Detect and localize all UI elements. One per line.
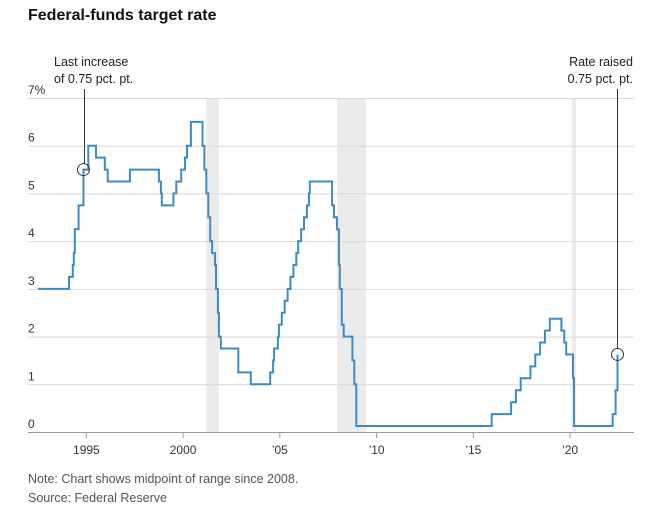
recession-band-0	[206, 98, 219, 432]
recession-band-2	[572, 98, 576, 432]
annotation-text: Rate raised	[569, 55, 633, 69]
y-tick-label: 5	[28, 178, 35, 192]
annotation-text: 0.75 pct. pt.	[568, 72, 633, 86]
chart-note: Note: Chart shows midpoint of range sinc…	[28, 472, 299, 486]
x-tick-label: 1995	[73, 443, 100, 457]
annotations: Last increase of 0.75 pct. pt. Rate raised…	[54, 55, 633, 361]
recession-band-1	[336, 98, 366, 432]
x-tick-label: ’20	[562, 443, 578, 457]
x-tick-label: ’15	[465, 443, 481, 457]
recession-bands	[206, 98, 576, 432]
y-tick-label: 0	[28, 417, 35, 431]
chart-area: 7% 6 5 4 3 2 1 0 1995 2000 ’05 ’10 ’15 ’20 Last incr…	[28, 55, 634, 457]
y-tick-label: 3	[28, 274, 35, 288]
annotation-text: of 0.75 pct. pt.	[54, 72, 133, 86]
annotation-marker	[76, 163, 90, 177]
series-lines	[38, 120, 619, 427]
y-tick-label: 1	[28, 369, 35, 383]
y-axis-ticks: 7% 6 5 4 3 2 1 0	[28, 83, 46, 431]
annotation-marker	[610, 347, 624, 361]
x-tick-label: ’05	[272, 443, 288, 457]
y-tick-label: 2	[28, 322, 35, 336]
chart-title: Federal-funds target rate	[28, 7, 217, 24]
y-tick-label: 7%	[28, 83, 46, 97]
x-tick-label: ’10	[369, 443, 385, 457]
x-axis-ticks: 1995 2000 ’05 ’10 ’15 ’20	[73, 432, 578, 457]
series-line-0	[38, 120, 619, 427]
gridlines	[28, 98, 634, 433]
x-tick-label: 2000	[170, 443, 197, 457]
annotation-text: Last increase	[54, 55, 128, 69]
y-tick-label: 4	[28, 226, 35, 240]
chart-source: Source: Federal Reserve	[28, 491, 167, 505]
y-tick-label: 6	[28, 131, 35, 145]
